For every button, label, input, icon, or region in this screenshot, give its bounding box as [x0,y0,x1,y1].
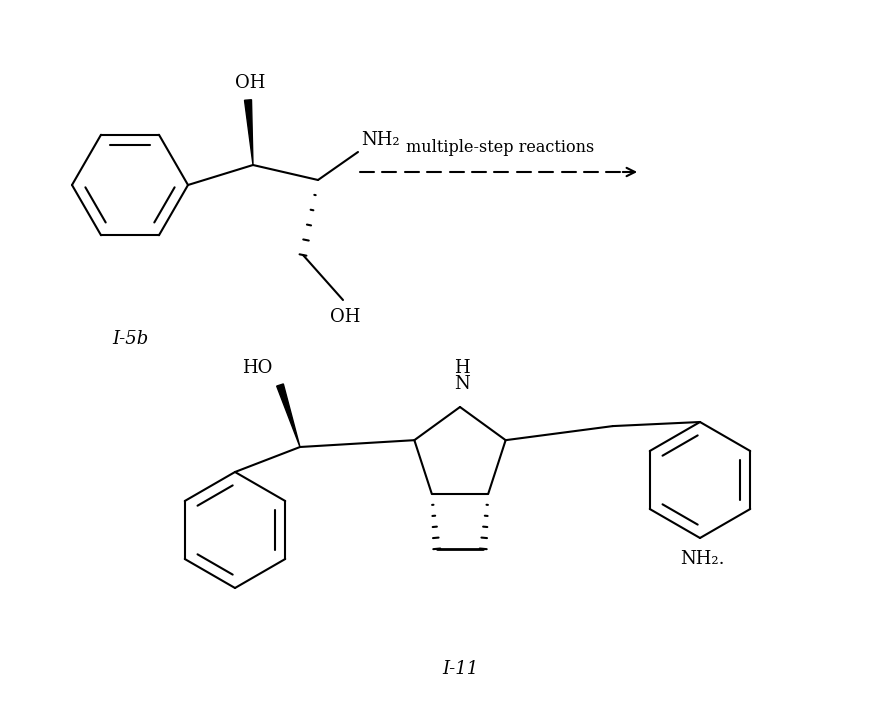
Text: OH: OH [330,308,360,326]
Text: OH: OH [235,74,265,92]
Text: H
N: H N [454,359,470,393]
Text: NH₂.: NH₂. [680,550,724,568]
Text: multiple-step reactions: multiple-step reactions [406,140,594,157]
Text: NH₂: NH₂ [361,131,400,149]
Text: I-5b: I-5b [112,330,148,348]
Text: I-11: I-11 [442,660,478,678]
Polygon shape [245,99,253,165]
Polygon shape [277,384,300,447]
Text: HO: HO [242,359,272,377]
